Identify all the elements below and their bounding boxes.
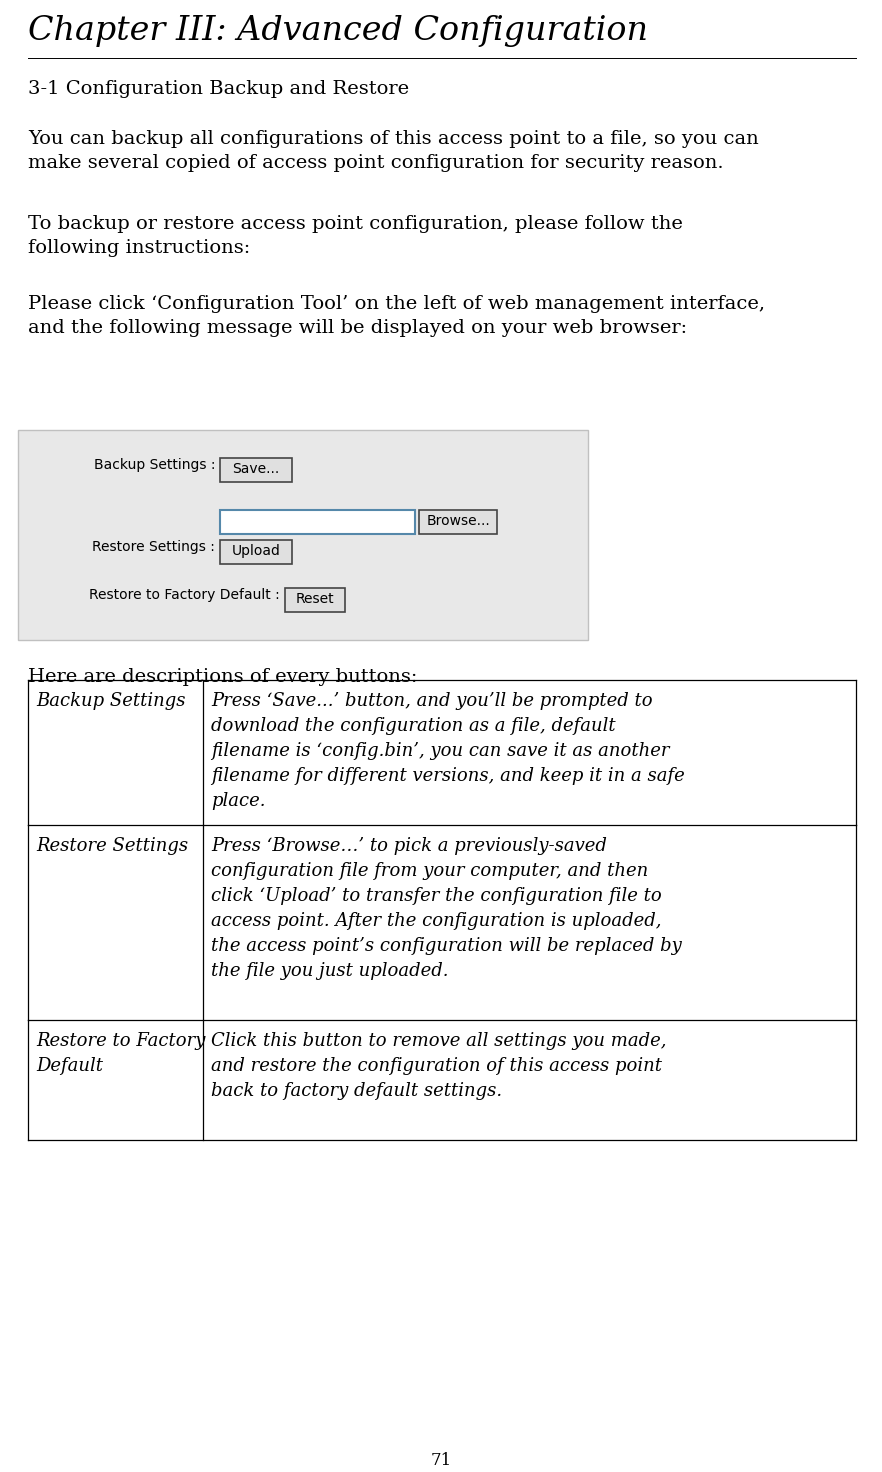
Text: 71: 71 <box>430 1451 452 1469</box>
Text: Reset: Reset <box>295 592 334 606</box>
Text: Please click ‘Configuration Tool’ on the left of web management interface,
and t: Please click ‘Configuration Tool’ on the… <box>28 294 765 337</box>
FancyBboxPatch shape <box>220 458 292 481</box>
FancyBboxPatch shape <box>285 587 345 612</box>
Text: Save...: Save... <box>232 462 280 475</box>
FancyBboxPatch shape <box>18 430 588 640</box>
Text: Here are descriptions of every buttons:: Here are descriptions of every buttons: <box>28 668 417 686</box>
Text: Upload: Upload <box>232 545 280 558</box>
Text: Restore to Factory
Default: Restore to Factory Default <box>36 1032 206 1075</box>
Text: Restore to Factory Default :: Restore to Factory Default : <box>89 587 280 602</box>
Text: To backup or restore access point configuration, please follow the
following ins: To backup or restore access point config… <box>28 215 683 258</box>
Text: Restore Settings :: Restore Settings : <box>92 540 215 553</box>
Text: Browse...: Browse... <box>426 514 490 528</box>
Text: Click this button to remove all settings you made,
and restore the configuration: Click this button to remove all settings… <box>211 1032 667 1100</box>
Text: 3-1 Configuration Backup and Restore: 3-1 Configuration Backup and Restore <box>28 79 409 99</box>
FancyBboxPatch shape <box>220 509 415 534</box>
Text: You can backup all configurations of this access point to a file, so you can
mak: You can backup all configurations of thi… <box>28 130 759 172</box>
Text: Press ‘Save...’ button, and you’ll be prompted to
download the configuration as : Press ‘Save...’ button, and you’ll be pr… <box>211 692 684 810</box>
Text: Backup Settings: Backup Settings <box>36 692 185 710</box>
Text: Press ‘Browse…’ to pick a previously-saved
configuration file from your computer: Press ‘Browse…’ to pick a previously-sav… <box>211 838 682 980</box>
Text: Backup Settings :: Backup Settings : <box>93 458 215 473</box>
Text: Restore Settings: Restore Settings <box>36 838 188 855</box>
FancyBboxPatch shape <box>220 540 292 564</box>
Text: Chapter III: Advanced Configuration: Chapter III: Advanced Configuration <box>28 15 648 47</box>
FancyBboxPatch shape <box>419 509 497 534</box>
